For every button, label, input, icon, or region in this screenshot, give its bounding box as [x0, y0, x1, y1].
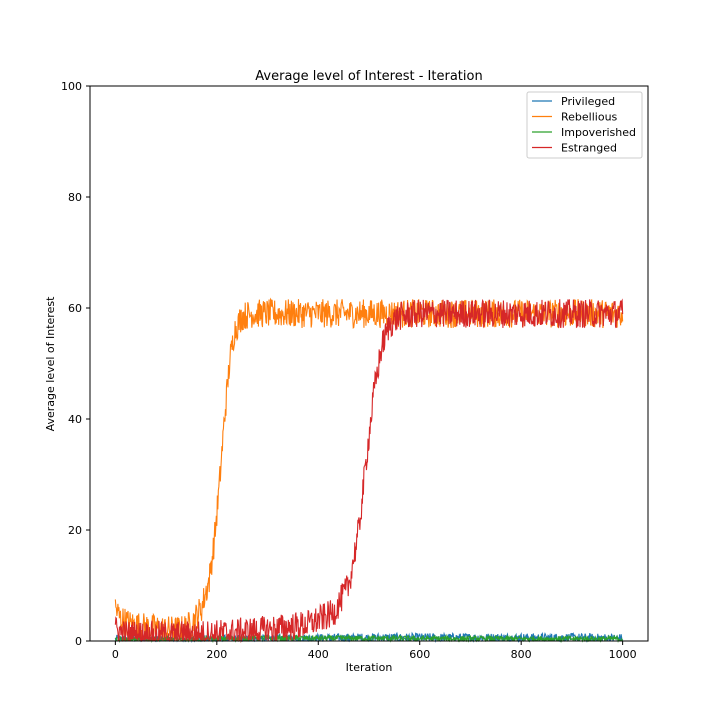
- axes-layer: 0 200 400 600 800 1000 0 20 40 60 80 100: [61, 80, 649, 661]
- x-tick-label: 0: [112, 648, 119, 661]
- x-tick-label: 200: [206, 648, 227, 661]
- y-tick-label: 60: [68, 302, 82, 315]
- y-tick-label: 80: [68, 191, 82, 204]
- legend: Privileged Rebellious Impoverished Estrange…: [526, 91, 643, 159]
- series-line-estranged: [114, 298, 624, 644]
- y-tick-label: 20: [68, 524, 82, 537]
- y-tick-label: 40: [68, 413, 82, 426]
- legend-label: Rebellious: [561, 111, 618, 124]
- x-tick-label: 600: [409, 648, 430, 661]
- chart-title: Average level of Interest - Iteration: [255, 69, 482, 84]
- axes-frame: [89, 85, 649, 642]
- plot-area: [90, 86, 648, 641]
- y-tick-label: 100: [61, 80, 82, 93]
- legend-box: [526, 91, 643, 159]
- x-tick-label: 1000: [609, 648, 637, 661]
- x-axis-label: Iteration: [346, 661, 393, 674]
- x-tick-label: 400: [308, 648, 329, 661]
- legend-label: Impoverished: [561, 126, 636, 139]
- legend-label: Estranged: [561, 142, 617, 155]
- y-axis-label: Average level of Interest: [44, 296, 57, 431]
- legend-label: Privileged: [561, 95, 615, 108]
- y-tick-label: 0: [75, 635, 82, 648]
- x-tick-label: 800: [511, 648, 532, 661]
